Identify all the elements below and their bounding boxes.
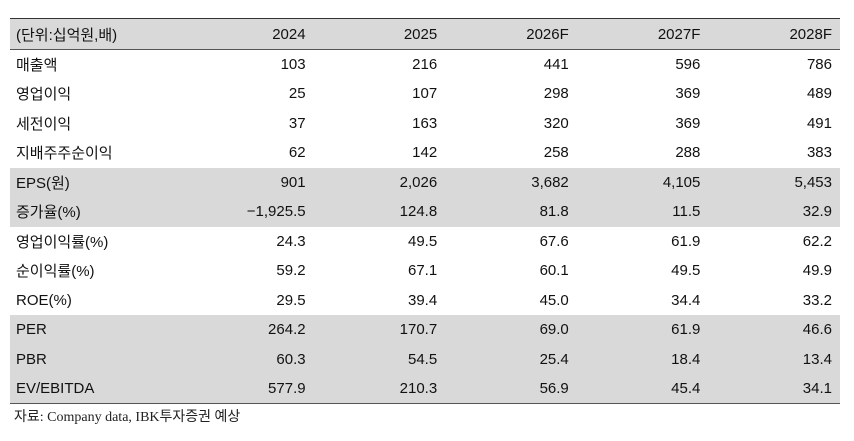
table-row: EPS(원) 901 2,026 3,682 4,105 5,453 [10, 167, 840, 197]
source-note: 자료: Company data, IBK투자증권 예상 [14, 410, 241, 425]
value-cell: 264.2 [268, 321, 306, 339]
value-cell: 59.2 [276, 262, 306, 280]
value-cell: 3,682 [531, 173, 569, 191]
value-cell: 49.9 [802, 262, 832, 280]
value-cell: 596 [675, 56, 701, 73]
table-row: 영업이익 25 107 298 369 489 [10, 79, 840, 109]
row-label: EPS(원) [16, 174, 70, 192]
header-cell: 2026F [526, 25, 569, 43]
value-cell: 37 [288, 114, 306, 132]
value-cell: 62 [288, 144, 306, 162]
value-cell: 67.6 [539, 232, 569, 250]
row-label: 지배주주순이익 [16, 145, 113, 163]
table-body: 매출액 103 216 441 596 786 영업이익 25 107 298 369 489 세전이익… [10, 50, 840, 404]
table-container: (단위:십억원,배) 2024 2025 2026F 2027F 2028F 매출액 103… [10, 18, 840, 404]
table-row: PBR 60.3 54.5 25.4 18.4 13.4 [10, 344, 840, 374]
header-row: (단위:십억원,배) 2024 2025 2026F 2027F 2028F [10, 18, 840, 50]
value-cell: 24.3 [276, 232, 306, 250]
value-cell: 258 [543, 144, 569, 162]
row-label: 증가율(%) [16, 204, 81, 222]
value-cell: 142 [412, 144, 438, 162]
table-row: 지배주주순이익 62 142 258 288 383 [10, 138, 840, 168]
value-cell: 5,453 [794, 173, 832, 191]
value-cell: 60.1 [539, 262, 569, 280]
value-cell: 216 [412, 56, 438, 73]
value-cell: 103 [280, 56, 306, 73]
value-cell: 210.3 [399, 380, 438, 397]
row-label: PER [16, 321, 47, 339]
value-cell: 81.8 [539, 203, 569, 221]
value-cell: 33.2 [802, 291, 832, 309]
header-cell: 2027F [657, 25, 701, 43]
value-cell: 67.1 [407, 262, 438, 280]
row-label: PBR [16, 350, 47, 368]
value-cell: 49.5 [671, 262, 701, 280]
value-cell: −1,925.5 [246, 203, 306, 221]
row-label: 영업이익률(%) [16, 233, 109, 251]
value-cell: 39.4 [407, 291, 438, 309]
value-cell: 61.9 [671, 321, 701, 339]
value-cell: 441 [543, 56, 569, 73]
header-cell: 2028F [789, 25, 832, 43]
table-row: PER 264.2 170.7 69.0 61.9 46.6 [10, 315, 840, 345]
value-cell: 288 [675, 144, 701, 162]
value-cell: 298 [543, 85, 569, 103]
value-cell: 45.4 [671, 380, 701, 397]
value-cell: 34.1 [802, 380, 832, 397]
table-row: 세전이익 37 163 320 369 491 [10, 109, 840, 139]
value-cell: 69.0 [539, 321, 569, 339]
value-cell: 489 [806, 85, 832, 103]
value-cell: 49.5 [407, 232, 438, 250]
value-cell: 29.5 [276, 291, 306, 309]
value-cell: 11.5 [672, 203, 701, 221]
header-cell: 2025 [403, 25, 438, 43]
value-cell: 45.0 [539, 291, 569, 309]
row-label: 세전이익 [16, 115, 72, 133]
value-cell: 4,105 [662, 173, 701, 191]
financial-table: (단위:십억원,배) 2024 2025 2026F 2027F 2028F 매출액 103… [10, 18, 840, 404]
value-cell: 32.9 [802, 203, 832, 221]
header-cell: 2024 [272, 25, 306, 43]
table-row: EV/EBITDA 577.9 210.3 56.9 45.4 34.1 [10, 374, 840, 404]
value-cell: 383 [806, 144, 832, 162]
value-cell: 124.8 [399, 203, 438, 221]
value-cell: 170.7 [399, 321, 438, 339]
value-cell: 577.9 [268, 380, 306, 397]
value-cell: 25.4 [539, 350, 569, 368]
row-label: 순이익률(%) [16, 263, 95, 281]
value-cell: 369 [675, 114, 701, 132]
value-cell: 62.2 [802, 232, 832, 250]
row-label: ROE(%) [16, 291, 72, 309]
value-cell: 60.3 [276, 350, 306, 368]
table-row: 순이익률(%) 59.2 67.1 60.1 49.5 49.9 [10, 256, 840, 286]
header-cell: (단위:십억원,배) [16, 26, 118, 44]
value-cell: 18.4 [671, 350, 701, 368]
value-cell: 901 [280, 173, 306, 191]
value-cell: 25 [288, 85, 306, 103]
value-cell: 369 [675, 85, 701, 103]
row-label: 영업이익 [16, 86, 72, 104]
table-row: 증가율(%) −1,925.5 124.8 81.8 11.5 32.9 [10, 197, 840, 227]
table-row: 매출액 103 216 441 596 786 [10, 50, 840, 80]
value-cell: 320 [543, 114, 569, 132]
value-cell: 61.9 [671, 232, 701, 250]
value-cell: 34.4 [671, 291, 701, 309]
row-label: 매출액 [16, 57, 58, 74]
value-cell: 46.6 [802, 321, 832, 339]
value-cell: 2,026 [399, 173, 438, 191]
value-cell: 107 [412, 85, 438, 103]
value-cell: 786 [806, 56, 832, 73]
table-row: 영업이익률(%) 24.3 49.5 67.6 61.9 62.2 [10, 227, 840, 257]
row-label: EV/EBITDA [16, 380, 95, 397]
value-cell: 13.4 [802, 350, 832, 368]
value-cell: 491 [806, 114, 832, 132]
value-cell: 163 [412, 114, 438, 132]
value-cell: 56.9 [539, 380, 569, 397]
value-cell: 54.5 [407, 350, 438, 368]
table-row: ROE(%) 29.5 39.4 45.0 34.4 33.2 [10, 286, 840, 316]
